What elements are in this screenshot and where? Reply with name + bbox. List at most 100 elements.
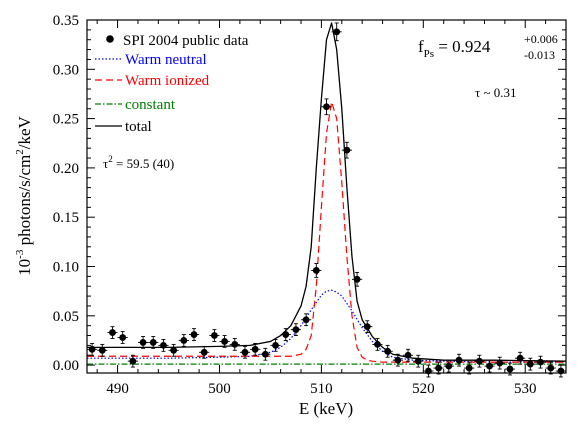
series-warm-ionized xyxy=(87,101,566,363)
axis-ticks: 490 500 510 520 530 0.00 0.05 0.10 0.15 0.20 0.25 0… xyxy=(53,13,567,397)
fps-subscript: Ps xyxy=(424,48,434,60)
data-point xyxy=(290,323,302,336)
data-marker xyxy=(475,357,483,365)
y-axis-label-exp1: -3 xyxy=(14,249,26,259)
data-marker xyxy=(363,323,371,331)
data-marker xyxy=(404,351,412,359)
plot-frame xyxy=(86,19,567,374)
data-point xyxy=(239,345,251,359)
data-point xyxy=(453,353,465,367)
data-point xyxy=(270,339,281,352)
data-marker xyxy=(414,357,422,365)
data-marker xyxy=(190,331,198,338)
data-point xyxy=(433,361,444,375)
legend-entry-total: total xyxy=(95,119,152,135)
data-point xyxy=(97,343,108,357)
y-tick-label: 0.15 xyxy=(53,210,79,226)
data-marker xyxy=(180,337,188,344)
data-marker xyxy=(353,275,361,283)
y-tick-label: 0.30 xyxy=(53,62,79,78)
chi2-exponent: 2 xyxy=(108,154,113,164)
fps-plus-error: +0.006 xyxy=(524,32,558,46)
y-axis-label: 10-3 photons/s/cm2/keV xyxy=(14,115,34,275)
data-point xyxy=(382,344,393,358)
fps-main: fPs = 0.924 xyxy=(418,37,491,60)
x-tick-label: 530 xyxy=(514,381,537,397)
data-marker xyxy=(374,341,381,348)
data-marker xyxy=(210,332,218,339)
data-point xyxy=(209,329,220,342)
data-point xyxy=(362,320,373,334)
data-marker xyxy=(486,362,493,370)
data-point xyxy=(331,22,342,42)
data-marker xyxy=(455,356,463,364)
data-point xyxy=(515,351,526,365)
legend-label-warm-ionized: Warm ionized xyxy=(125,73,210,89)
data-point xyxy=(392,353,403,367)
data-marker xyxy=(384,347,392,355)
data-marker xyxy=(547,364,555,372)
data-marker xyxy=(292,326,300,334)
data-point xyxy=(229,338,240,351)
data-point xyxy=(87,342,98,356)
fps-minus-error: -0.013 xyxy=(524,48,555,62)
data-marker xyxy=(241,348,249,356)
data-point xyxy=(311,263,322,278)
data-marker xyxy=(312,267,320,274)
y-tick-label: 0.00 xyxy=(53,358,79,374)
data-point xyxy=(555,364,566,378)
x-axis-label: E (keV) xyxy=(299,399,353,418)
data-point xyxy=(484,359,495,373)
data-marker xyxy=(88,345,96,353)
data-point xyxy=(464,361,475,375)
legend-entry-constant: constant xyxy=(95,97,176,113)
data-point xyxy=(413,354,424,368)
x-tick-label: 490 xyxy=(106,381,129,397)
y-tick-label: 0.25 xyxy=(53,112,79,128)
data-point xyxy=(260,347,271,361)
data-point xyxy=(137,336,149,349)
data-marker xyxy=(465,364,473,372)
data-point xyxy=(351,271,363,287)
data-marker xyxy=(261,350,269,358)
data-point xyxy=(341,141,352,159)
legend-entry-data: SPI 2004 public data xyxy=(106,33,249,49)
data-point xyxy=(372,338,383,351)
data-marker xyxy=(302,316,310,324)
data-marker xyxy=(221,338,228,345)
data-marker xyxy=(496,359,504,367)
data-point xyxy=(443,359,454,373)
x-tick-label: 500 xyxy=(208,381,231,397)
fps-annotation: fPs = 0.924 +0.006 -0.013 xyxy=(418,32,558,62)
data-point xyxy=(535,355,546,369)
data-point xyxy=(199,345,210,359)
data-point xyxy=(148,336,159,349)
data-point xyxy=(494,356,505,370)
y-axis-label-exp2: 2 xyxy=(14,149,26,155)
data-marker xyxy=(129,357,137,365)
data-marker xyxy=(445,362,453,370)
data-marker xyxy=(119,334,127,341)
data-point xyxy=(250,342,261,356)
data-point xyxy=(423,364,434,378)
data-point xyxy=(107,326,118,339)
data-marker xyxy=(98,346,106,354)
data-point xyxy=(545,361,556,375)
legend-label-constant: constant xyxy=(125,97,176,113)
legend-label-warm-neutral: Warm neutral xyxy=(125,52,207,68)
data-point xyxy=(158,339,169,352)
data-point xyxy=(525,357,536,371)
chi2-annotation: τ2 = 59.5 (40) xyxy=(103,154,174,171)
y-tick-label: 0.10 xyxy=(53,260,79,276)
data-points xyxy=(87,22,566,378)
data-marker xyxy=(160,341,167,349)
data-marker xyxy=(272,341,279,349)
data-point xyxy=(168,343,179,357)
data-point xyxy=(474,354,485,368)
x-tick-label: 520 xyxy=(412,381,435,397)
tau-annotation: τ ~ 0.31 xyxy=(475,85,517,100)
data-marker xyxy=(109,329,116,336)
data-marker xyxy=(251,345,259,353)
data-marker xyxy=(323,103,330,111)
